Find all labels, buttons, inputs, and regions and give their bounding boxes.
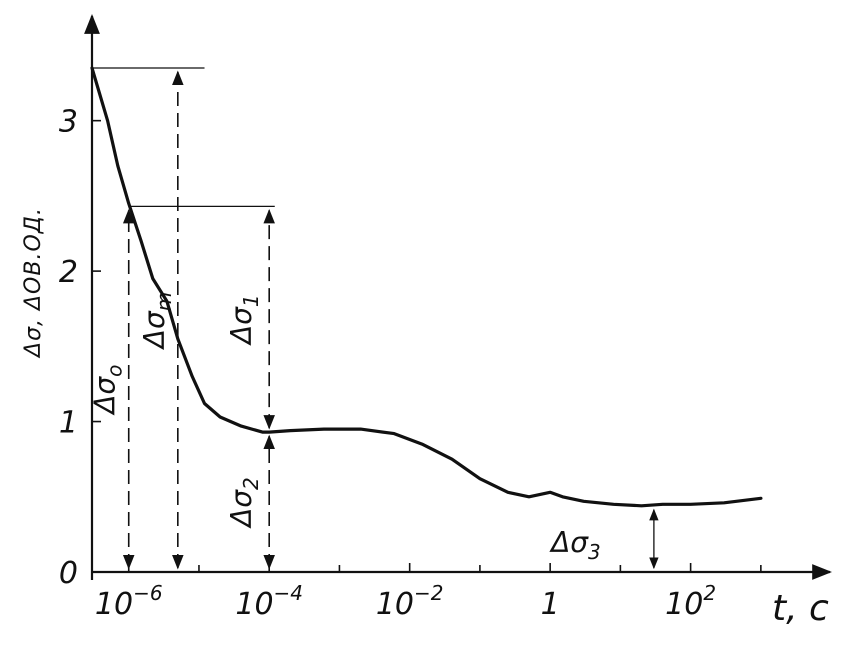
axes: [84, 14, 832, 580]
reference-lines: [92, 67, 275, 208]
y-axis-label: Δσ, ΔOB.OД.: [21, 207, 46, 359]
y-tick-label-2: 2: [59, 255, 78, 290]
y-tick-label-0: 0: [59, 556, 78, 591]
annotation-label-2: Δσ1: [225, 294, 263, 346]
annotation-label-0: Δσo: [89, 365, 127, 416]
annotation-label-4: Δσ3: [549, 526, 601, 564]
y-ticks: 0 1 2 3: [59, 105, 101, 591]
annotations: Δσo Δσm Δσ1 Δσ2 Δσ3: [89, 70, 659, 570]
x-axis-label: t, c: [772, 588, 829, 629]
x-tick-label-1: 10−4: [235, 581, 303, 622]
annotation-label-3: Δσ2: [225, 477, 263, 529]
annotation-label-1: Δσm: [138, 292, 176, 350]
x-tick-label-3: 1: [541, 587, 560, 622]
series-line-0: [90, 66, 763, 508]
x-tick-label-0: 10−6: [95, 581, 163, 622]
series-layer: [90, 66, 763, 508]
x-tick-label-4: 102: [665, 581, 716, 622]
x-tick-label-2: 10−2: [376, 581, 444, 622]
x-ticks: 10−6 10−4 10−2 1 102: [95, 563, 762, 622]
y-tick-label-1: 1: [59, 406, 78, 441]
y-tick-label-3: 3: [59, 105, 78, 140]
